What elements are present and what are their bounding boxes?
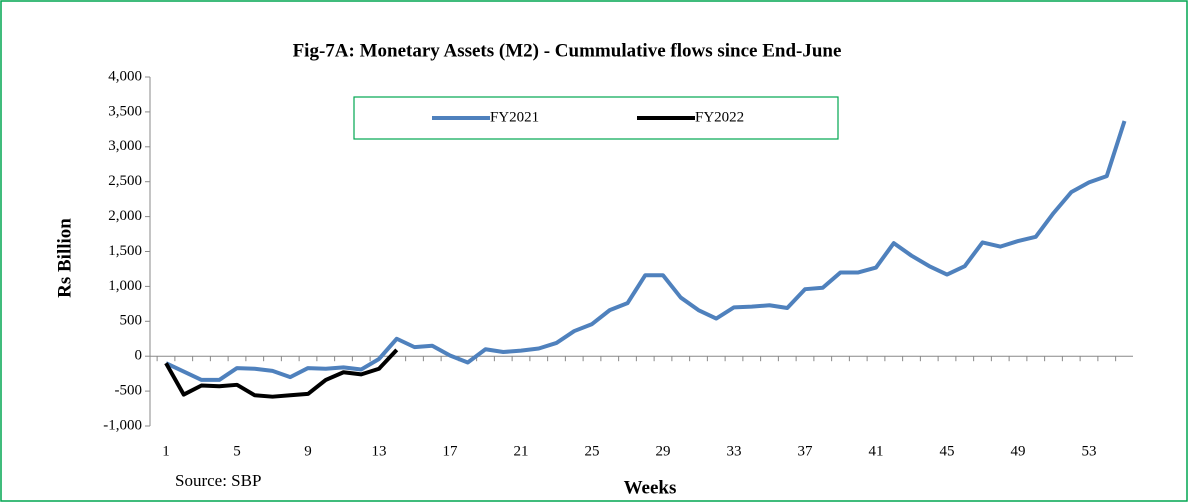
x-tick-label: 21 — [514, 443, 529, 459]
x-tick-label: 5 — [233, 443, 241, 459]
y-tick-label: 1,000 — [108, 278, 142, 294]
x-tick-label: 25 — [585, 443, 600, 459]
y-tick-label: 2,500 — [108, 173, 142, 189]
chart-title: Fig-7A: Monetary Assets (M2) - Cummulati… — [293, 40, 842, 61]
x-tick-label: 29 — [656, 443, 671, 459]
y-tick-label: 2,000 — [108, 208, 142, 224]
line-series — [164, 348, 399, 399]
x-tick-label: 45 — [940, 443, 955, 459]
x-axis-label: Weeks — [624, 477, 677, 498]
x-tick-label: 1 — [162, 443, 170, 459]
y-tick-label: 3,000 — [108, 138, 142, 154]
x-tick-label: 53 — [1082, 443, 1097, 459]
legend-label: FY2022 — [695, 109, 744, 125]
line-series — [165, 120, 1127, 382]
x-tick-label: 17 — [443, 443, 459, 459]
x-tick-label: 41 — [869, 443, 884, 459]
x-tick-label: 13 — [372, 443, 387, 459]
legend-box — [353, 96, 839, 140]
legend-label: FY2021 — [490, 109, 539, 125]
x-tick-label: 9 — [304, 443, 312, 459]
y-axis-label: Rs Billion — [54, 218, 75, 298]
y-tick-label: 1,500 — [108, 243, 142, 259]
x-tick-label: 37 — [798, 443, 814, 459]
y-tick-label: 3,500 — [108, 103, 142, 119]
y-tick-label: 500 — [120, 313, 143, 329]
x-tick-label: 49 — [1011, 443, 1026, 459]
y-tick-label: -500 — [115, 383, 143, 399]
y-tick-label: -1,000 — [103, 417, 142, 433]
x-tick-label: 33 — [727, 443, 742, 459]
source: Source: SBP — [175, 471, 261, 490]
y-tick-label: 4,000 — [108, 68, 142, 84]
y-tick-label: 0 — [135, 348, 143, 364]
